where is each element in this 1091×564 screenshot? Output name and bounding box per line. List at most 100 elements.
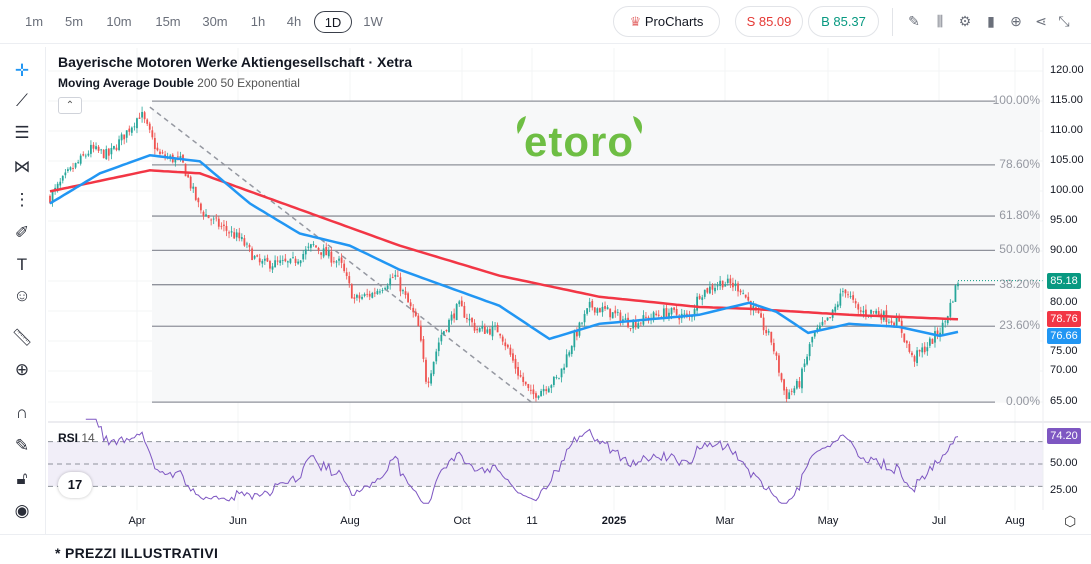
candle (668, 312, 670, 318)
indicator-legend: Moving Average Double 200 50 Exponential (58, 76, 300, 90)
tradingview-logo[interactable]: 17 (58, 472, 92, 498)
candle (931, 338, 934, 344)
lock-draw-icon[interactable]: ✎ (14, 436, 30, 455)
candle (783, 379, 785, 391)
plus-circle-icon[interactable]: ⊕ (1010, 13, 1022, 29)
text-icon[interactable]: T (16, 255, 28, 274)
candle (333, 261, 335, 263)
candle (824, 320, 826, 322)
candle (225, 226, 228, 231)
projection-icon[interactable]: ⋮ (13, 190, 31, 209)
candle (381, 290, 384, 291)
candle (432, 361, 435, 375)
candle (616, 311, 619, 313)
candle (309, 244, 312, 248)
candle (711, 285, 714, 290)
candle (386, 285, 389, 290)
timeframe-30m[interactable]: 30m (202, 14, 228, 29)
crosshair-icon[interactable]: ✛ (14, 61, 30, 80)
candle (911, 352, 913, 356)
candle (294, 258, 297, 263)
candle (719, 280, 722, 286)
pattern-icon[interactable]: ⋈ (13, 157, 31, 176)
candle (611, 312, 614, 319)
timeframe-15m[interactable]: 15m (155, 14, 181, 29)
timeframe-1W[interactable]: 1W (363, 14, 383, 29)
candle (299, 260, 302, 264)
rsi-params: 14 (81, 431, 95, 445)
candle (59, 181, 62, 186)
etoro-logo: etoro (512, 112, 647, 165)
candle (729, 278, 732, 284)
settings-icon[interactable]: ⬡ (1064, 513, 1077, 529)
share-icon[interactable]: ⋖ (1035, 13, 1047, 29)
candle (706, 288, 709, 293)
timeframe-1m[interactable]: 1m (24, 14, 44, 29)
fib-level-label: 23.60% (999, 318, 1040, 333)
timeframe-1h[interactable]: 1h (250, 14, 266, 29)
candle (555, 377, 558, 378)
candle (297, 261, 300, 264)
candle (312, 244, 315, 245)
candle (552, 376, 555, 385)
buy-button[interactable]: B 85.37 (808, 6, 879, 37)
brush-icon[interactable]: ✐ (14, 223, 30, 242)
fib-lines-icon[interactable]: ☰ (14, 123, 30, 142)
timeframe-10m[interactable]: 10m (106, 14, 132, 29)
candle (670, 307, 673, 315)
zoom-in-icon[interactable]: ⊕ (14, 360, 30, 379)
rsi-legend: RSI 14 (58, 431, 95, 445)
candle (274, 260, 276, 268)
candle (90, 144, 92, 154)
timeframe-5m[interactable]: 5m (64, 14, 84, 29)
candle (496, 325, 499, 333)
candle (368, 293, 371, 297)
gear-icon[interactable]: ⚙ (958, 13, 972, 29)
candle (524, 381, 527, 385)
candle (951, 301, 954, 303)
candle (934, 331, 936, 343)
candle (304, 249, 307, 255)
candle (136, 118, 138, 129)
eye-icon[interactable]: ◉ (14, 501, 30, 520)
collapse-legend-button[interactable]: ⌃ (58, 97, 82, 114)
bars-icon[interactable]: ▮ (987, 13, 995, 29)
candle (233, 232, 236, 239)
candle (345, 272, 348, 276)
candle (895, 317, 898, 327)
collapse-icon[interactable]: ⤡ (1058, 13, 1070, 29)
candle (243, 238, 246, 246)
emoji-icon[interactable]: ☺ (13, 286, 31, 305)
candle (212, 218, 215, 220)
candle (356, 294, 358, 298)
candle (767, 331, 770, 333)
candle (913, 356, 916, 362)
pencil-icon[interactable]: ✎ (908, 13, 920, 29)
candle (320, 252, 323, 255)
candle (327, 250, 330, 257)
timeframe-1D[interactable]: 1D (314, 11, 352, 33)
indicator-name: Moving Average Double (58, 76, 194, 90)
timeframe-4h[interactable]: 4h (286, 14, 302, 29)
candle (279, 260, 282, 264)
candles-icon[interactable]: ⫼ (936, 13, 944, 29)
candle (634, 320, 637, 328)
candle (655, 313, 658, 316)
ruler-icon[interactable]: 📏︎ (11, 328, 33, 347)
candle (210, 219, 213, 221)
trendline-icon[interactable]: ⟋ (16, 91, 28, 110)
candle (726, 278, 729, 283)
candle (248, 244, 251, 248)
candle (583, 313, 586, 323)
candle (821, 321, 824, 325)
sell-button[interactable]: S 85.09 (735, 6, 803, 37)
candle (888, 321, 890, 323)
candle (394, 274, 397, 277)
lock-icon[interactable]: 🔓︎ (16, 469, 28, 488)
magnet-icon[interactable]: ∩ (15, 403, 29, 422)
candle (335, 261, 338, 263)
procharts-button[interactable]: ♛ ProCharts (613, 6, 720, 37)
ma200-badge: 78.76 (1047, 311, 1081, 327)
candle (192, 186, 195, 189)
